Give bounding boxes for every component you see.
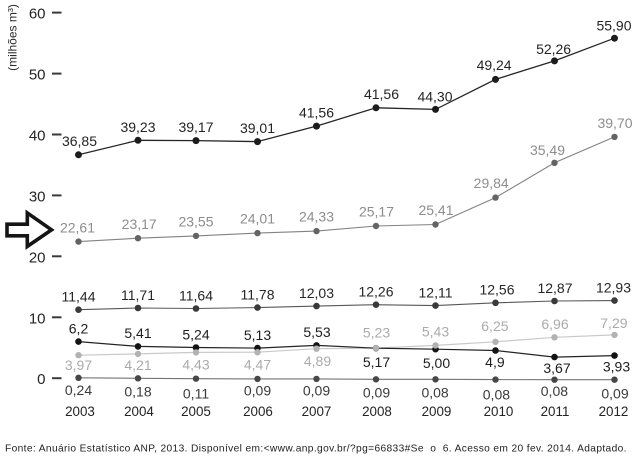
svg-text:Fonte: Anuário Estatístico ANP: Fonte: Anuário Estatístico ANP, 2013. Di… — [5, 444, 627, 455]
svg-text:10: 10 — [29, 310, 46, 327]
svg-text:2005: 2005 — [181, 404, 211, 419]
svg-text:2012: 2012 — [599, 404, 629, 419]
svg-text:0,08: 0,08 — [483, 387, 510, 403]
svg-text:2004: 2004 — [124, 404, 154, 419]
svg-text:22,61: 22,61 — [60, 219, 95, 235]
svg-text:4,89: 4,89 — [304, 353, 331, 369]
svg-text:0,09: 0,09 — [363, 384, 390, 400]
svg-text:23,55: 23,55 — [178, 214, 213, 230]
svg-text:60: 60 — [29, 6, 46, 23]
svg-text:52,26: 52,26 — [536, 41, 571, 57]
svg-text:2008: 2008 — [362, 404, 392, 419]
svg-text:6,96: 6,96 — [541, 316, 568, 332]
svg-text:3,97: 3,97 — [65, 357, 92, 373]
svg-text:24,01: 24,01 — [240, 211, 275, 227]
svg-text:3,93: 3,93 — [603, 359, 630, 375]
svg-text:11,64: 11,64 — [179, 287, 213, 303]
svg-text:6,2: 6,2 — [69, 320, 89, 336]
svg-text:5,23: 5,23 — [363, 324, 390, 340]
svg-text:11,44: 11,44 — [62, 289, 96, 305]
svg-text:0: 0 — [37, 371, 45, 388]
svg-text:5,13: 5,13 — [244, 327, 271, 343]
svg-text:(milhões m³): (milhões m³) — [6, 4, 20, 71]
svg-text:2010: 2010 — [484, 404, 514, 419]
svg-text:4,21: 4,21 — [124, 357, 151, 373]
svg-text:40: 40 — [29, 128, 46, 145]
svg-text:5,41: 5,41 — [124, 325, 151, 341]
svg-text:4,47: 4,47 — [244, 357, 271, 373]
svg-text:39,17: 39,17 — [178, 119, 213, 135]
svg-text:0,09: 0,09 — [303, 383, 330, 399]
svg-text:2003: 2003 — [65, 404, 95, 419]
svg-text:5,43: 5,43 — [422, 324, 449, 340]
svg-text:49,24: 49,24 — [477, 57, 512, 73]
svg-text:7,29: 7,29 — [600, 315, 627, 331]
svg-text:2011: 2011 — [541, 404, 570, 419]
svg-text:2006: 2006 — [243, 404, 273, 419]
svg-text:25,41: 25,41 — [418, 202, 453, 218]
svg-text:39,01: 39,01 — [240, 120, 275, 136]
svg-text:0,18: 0,18 — [124, 384, 151, 400]
svg-text:41,56: 41,56 — [299, 105, 334, 121]
svg-text:12,03: 12,03 — [299, 285, 334, 301]
svg-text:25,17: 25,17 — [359, 204, 394, 220]
svg-text:6,25: 6,25 — [481, 318, 508, 334]
svg-text:35,49: 35,49 — [530, 142, 565, 158]
svg-text:41,56: 41,56 — [364, 86, 399, 102]
svg-text:29,84: 29,84 — [474, 175, 509, 191]
svg-text:11,78: 11,78 — [241, 286, 275, 302]
svg-text:50: 50 — [29, 67, 46, 84]
svg-text:5,24: 5,24 — [182, 326, 209, 342]
svg-text:11,71: 11,71 — [121, 287, 155, 303]
svg-text:39,23: 39,23 — [120, 119, 155, 135]
svg-text:5,00: 5,00 — [423, 355, 450, 371]
svg-text:12,56: 12,56 — [479, 282, 514, 298]
svg-text:0,11: 0,11 — [183, 386, 209, 402]
svg-text:12,93: 12,93 — [596, 279, 631, 295]
svg-text:0,09: 0,09 — [601, 386, 628, 402]
svg-text:12,11: 12,11 — [419, 284, 453, 300]
svg-text:0,08: 0,08 — [541, 383, 568, 399]
svg-text:2009: 2009 — [422, 404, 452, 419]
svg-text:0,09: 0,09 — [244, 383, 271, 399]
svg-text:3,67: 3,67 — [543, 360, 570, 376]
svg-text:39,70: 39,70 — [597, 115, 632, 131]
svg-text:24,33: 24,33 — [299, 209, 334, 225]
svg-text:36,85: 36,85 — [62, 133, 97, 149]
svg-text:30: 30 — [29, 188, 46, 205]
svg-text:0,08: 0,08 — [421, 384, 448, 400]
svg-text:23,17: 23,17 — [122, 216, 157, 232]
svg-text:0,24: 0,24 — [65, 382, 92, 398]
svg-text:5,17: 5,17 — [363, 354, 390, 370]
svg-text:2007: 2007 — [302, 404, 332, 419]
svg-text:20: 20 — [29, 249, 46, 266]
svg-text:4,43: 4,43 — [182, 357, 209, 373]
svg-text:55,90: 55,90 — [596, 17, 631, 33]
svg-text:5,53: 5,53 — [303, 324, 330, 340]
svg-text:4,9: 4,9 — [485, 354, 505, 370]
svg-text:12,26: 12,26 — [358, 284, 393, 300]
svg-text:12,87: 12,87 — [537, 280, 572, 296]
svg-text:44,30: 44,30 — [417, 88, 452, 104]
